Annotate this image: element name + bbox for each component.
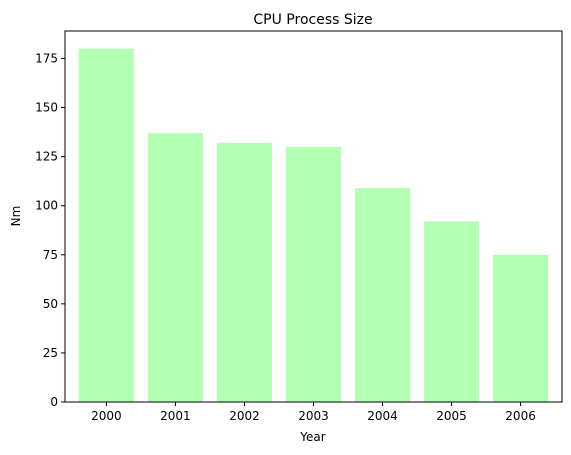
y-tick-label: 175 [35, 51, 58, 65]
x-axis: 2000 2001 2002 2003 2004 2005 2006 [91, 402, 536, 423]
bar-2004 [354, 188, 411, 402]
y-tick-label: 150 [35, 101, 58, 115]
plot-frame [64, 30, 563, 403]
chart-title: CPU Process Size [253, 12, 372, 28]
x-tick-label: 2004 [367, 409, 398, 423]
x-tick-label: 2002 [229, 409, 260, 423]
y-tick-label: 50 [43, 297, 58, 311]
y-tick-label: 100 [35, 199, 58, 213]
x-tick-label: 2001 [160, 409, 191, 423]
bar-2002 [216, 142, 273, 402]
bar-2006 [492, 254, 549, 402]
bars-group [78, 48, 549, 403]
bar-2001 [147, 133, 204, 402]
y-tick-label: 25 [43, 346, 58, 360]
x-tick-label: 2000 [91, 409, 122, 423]
y-axis-label: Nm [9, 206, 23, 227]
y-axis: 0 25 50 75 100 125 150 175 [35, 51, 65, 409]
bar-2005 [423, 221, 480, 402]
x-tick-label: 2005 [436, 409, 467, 423]
bar-2003 [285, 146, 342, 402]
x-axis-label: Year [299, 430, 325, 444]
x-tick-label: 2006 [505, 409, 536, 423]
y-tick-label: 75 [43, 248, 58, 262]
y-tick-label: 125 [35, 150, 58, 164]
y-tick-label: 0 [50, 395, 58, 409]
x-tick-label: 2003 [298, 409, 329, 423]
bar-2000 [78, 48, 135, 403]
